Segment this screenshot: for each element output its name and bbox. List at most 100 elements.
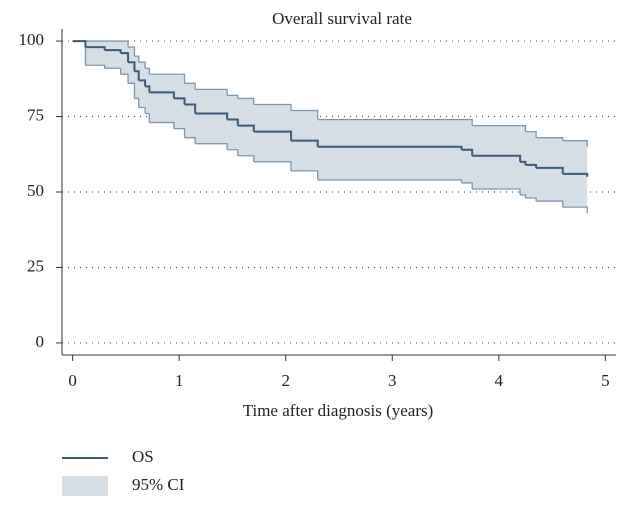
y-tick-label: 100 xyxy=(19,30,45,49)
ci-lower xyxy=(461,182,473,189)
x-tick-label: 5 xyxy=(601,371,610,390)
ci-lower xyxy=(195,143,228,150)
legend-swatch xyxy=(62,476,108,496)
survival-line xyxy=(104,49,122,54)
ci-band xyxy=(237,98,254,156)
survival-line xyxy=(291,139,319,147)
survival-line xyxy=(536,166,564,174)
ci-upper xyxy=(291,109,319,120)
ci-band xyxy=(536,137,563,202)
y-tick-label: 0 xyxy=(36,332,45,351)
ci-upper xyxy=(128,46,136,57)
chart-title: Overall survival rate xyxy=(272,9,412,28)
ci-upper xyxy=(562,140,588,147)
ci-upper xyxy=(525,130,537,138)
ci-lower xyxy=(291,170,319,180)
ci-band xyxy=(128,47,135,84)
ci-lower xyxy=(85,64,106,69)
ci-lower xyxy=(173,127,186,138)
y-tick-label: 25 xyxy=(27,256,44,275)
survival-line xyxy=(128,61,136,72)
ci-band xyxy=(149,74,174,123)
ci-band xyxy=(138,62,146,108)
x-tick-label: 4 xyxy=(495,371,504,390)
ci-band xyxy=(472,125,521,189)
ci-lower xyxy=(520,194,527,199)
ci-band xyxy=(227,95,238,150)
x-tick-label: 0 xyxy=(68,371,77,390)
ci-upper xyxy=(237,97,255,105)
ci-upper xyxy=(536,137,564,141)
ci-lower xyxy=(472,188,521,196)
ci-band xyxy=(195,89,228,144)
ci-upper xyxy=(134,55,140,63)
survival-line xyxy=(173,97,186,105)
survival-line xyxy=(145,85,151,93)
ci-lower xyxy=(134,97,140,108)
ci-upper xyxy=(253,103,292,111)
survival-line xyxy=(562,172,589,177)
survival-line xyxy=(149,91,175,99)
ci-band xyxy=(184,83,196,138)
ci-lower xyxy=(317,179,463,183)
ci-lower xyxy=(149,121,175,129)
ci-lower xyxy=(227,149,239,156)
survival-line xyxy=(520,160,527,165)
ci-band xyxy=(520,125,526,196)
ci-band xyxy=(461,119,473,183)
ci-lower xyxy=(145,112,151,123)
survival-line xyxy=(195,112,229,120)
survival-line xyxy=(120,52,130,63)
survival-line xyxy=(237,124,255,132)
survival-line xyxy=(253,130,293,141)
ci-upper xyxy=(145,67,151,75)
survival-line xyxy=(138,79,147,87)
ci-band xyxy=(173,74,185,129)
ci-lower xyxy=(237,155,255,162)
ci-lower xyxy=(184,137,196,144)
ci-lower xyxy=(562,206,588,214)
ci-band xyxy=(85,41,105,66)
x-tick-label: 2 xyxy=(281,371,290,390)
ci-band xyxy=(253,104,292,162)
y-tick-label: 75 xyxy=(27,105,44,124)
survival-line xyxy=(85,46,106,51)
y-tick-label: 50 xyxy=(27,181,44,200)
ci-upper xyxy=(184,82,196,90)
ci-lower xyxy=(120,73,129,84)
x-tick-label: 3 xyxy=(388,371,397,390)
ci-band xyxy=(145,68,150,114)
ci-upper xyxy=(195,88,228,96)
ci-lower xyxy=(253,161,292,171)
legend-label: 95% CI xyxy=(132,475,185,494)
ci-upper xyxy=(520,124,527,132)
x-axis-label: Time after diagnosis (years) xyxy=(243,401,434,420)
ci-band xyxy=(104,41,121,69)
x-tick-label: 1 xyxy=(175,371,184,390)
survival-line xyxy=(72,40,87,48)
ci-lower xyxy=(104,67,122,75)
ci-upper xyxy=(461,118,473,126)
ci-lower xyxy=(536,200,564,208)
ci-lower xyxy=(128,82,136,99)
survival-line xyxy=(472,154,522,162)
ci-upper xyxy=(173,73,186,84)
ci-band xyxy=(317,119,462,180)
survival-line xyxy=(317,145,463,150)
survival-line xyxy=(525,163,538,168)
survival-line xyxy=(461,148,474,156)
ci-lower xyxy=(525,197,537,202)
ci-lower xyxy=(72,40,87,66)
ci-band xyxy=(134,56,139,99)
survival-line xyxy=(134,70,140,81)
ci-lower xyxy=(138,106,146,114)
legend-label: OS xyxy=(132,447,154,466)
ci-upper xyxy=(227,94,239,99)
ci-band xyxy=(120,41,129,75)
survival-line xyxy=(227,118,239,126)
ci-upper xyxy=(120,40,129,48)
survival-line xyxy=(184,103,197,114)
plot-area: 0 25 50 75 100 0 1 2 3 4 5 xyxy=(19,29,616,390)
ci-upper xyxy=(138,61,146,69)
